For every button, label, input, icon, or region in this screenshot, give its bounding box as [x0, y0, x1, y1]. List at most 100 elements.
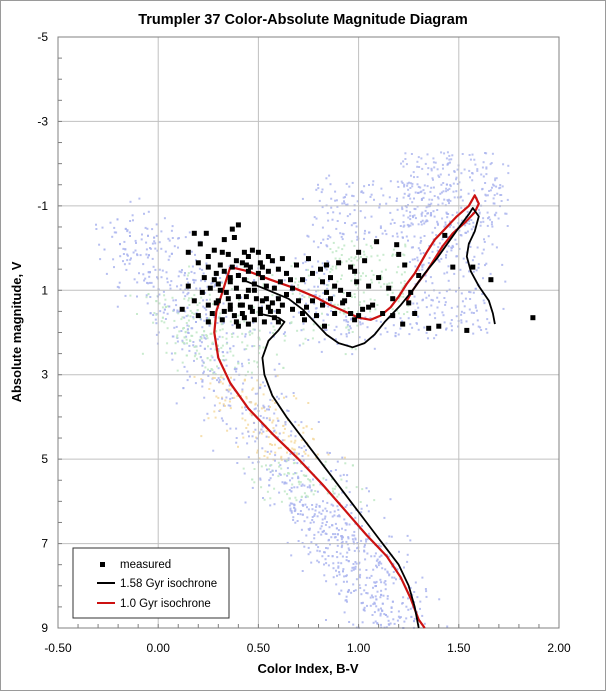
- density-dot: [345, 320, 348, 323]
- density-dot: [327, 305, 330, 308]
- density-dot: [354, 348, 357, 351]
- density-dot: [103, 248, 106, 251]
- density-dot: [394, 332, 397, 334]
- density-dot: [317, 246, 320, 249]
- density-dot: [116, 285, 119, 288]
- density-dot: [136, 253, 138, 256]
- density-dot: [437, 259, 440, 262]
- density-dot: [389, 180, 392, 183]
- density-dot: [315, 290, 318, 293]
- density-dot: [241, 417, 244, 420]
- density-dot: [327, 280, 330, 282]
- density-dot: [316, 515, 319, 518]
- density-dot: [431, 299, 434, 302]
- density-dot: [276, 417, 279, 420]
- density-dot: [219, 277, 222, 279]
- density-dot: [453, 196, 456, 199]
- density-dot: [245, 409, 248, 411]
- density-dot: [504, 280, 507, 283]
- density-dot: [321, 509, 324, 512]
- density-dot: [377, 564, 380, 567]
- density-dot: [448, 158, 451, 161]
- density-dot: [284, 421, 287, 423]
- density-dot: [280, 457, 283, 460]
- density-dot: [400, 180, 403, 183]
- density-dot: [313, 513, 316, 516]
- density-dot: [438, 260, 441, 263]
- density-dot: [326, 451, 329, 454]
- measured-point: [179, 306, 185, 312]
- density-dot: [195, 349, 198, 352]
- density-dot: [190, 270, 193, 273]
- density-dot: [302, 459, 305, 462]
- density-dot: [479, 224, 482, 227]
- density-dot: [434, 161, 437, 164]
- density-dot: [258, 345, 261, 348]
- density-dot: [174, 299, 177, 302]
- density-dot: [205, 262, 208, 265]
- density-dot: [334, 338, 337, 341]
- density-dot: [488, 216, 491, 219]
- density-dot: [390, 607, 393, 609]
- density-dot: [446, 216, 449, 219]
- density-dot: [482, 248, 485, 251]
- density-dot: [428, 294, 430, 297]
- density-dot: [331, 251, 334, 254]
- density-dot: [273, 368, 276, 371]
- density-dot: [419, 600, 422, 603]
- measured-point: [470, 264, 476, 270]
- density-dot: [218, 402, 221, 405]
- density-dot: [487, 235, 490, 238]
- density-dot: [253, 328, 256, 331]
- density-dot: [260, 432, 263, 435]
- density-dot: [265, 430, 268, 432]
- density-dot: [445, 183, 448, 186]
- density-dot: [326, 260, 329, 263]
- density-dot: [409, 218, 412, 221]
- density-dot: [493, 202, 496, 205]
- density-dot: [348, 329, 350, 332]
- density-dot: [274, 408, 277, 411]
- density-dot: [168, 255, 171, 258]
- density-dot: [188, 349, 191, 352]
- density-dot: [225, 315, 228, 318]
- density-dot: [297, 424, 300, 427]
- density-dot: [116, 218, 119, 221]
- density-dot: [485, 328, 488, 331]
- density-dot: [199, 339, 202, 342]
- density-dot: [315, 311, 318, 314]
- density-dot: [235, 437, 238, 439]
- density-dot: [452, 190, 455, 193]
- density-dot: [446, 189, 449, 192]
- density-dot: [436, 222, 439, 225]
- density-dot: [301, 455, 304, 458]
- density-dot: [300, 421, 303, 424]
- density-dot: [302, 431, 305, 434]
- density-dot: [336, 505, 339, 508]
- density-dot: [442, 190, 445, 193]
- density-dot: [243, 378, 246, 381]
- density-dot: [218, 379, 221, 381]
- density-dot: [421, 265, 424, 268]
- density-dot: [183, 336, 186, 339]
- density-dot: [138, 272, 140, 275]
- density-dot: [194, 279, 197, 282]
- density-dot: [450, 319, 453, 321]
- density-dot: [168, 239, 171, 242]
- density-dot: [315, 217, 318, 220]
- density-dot: [366, 538, 369, 541]
- density-dot: [279, 464, 282, 467]
- density-dot: [417, 156, 420, 159]
- density-dot: [413, 214, 416, 217]
- density-dot: [295, 472, 298, 475]
- isochrone-lines: [213, 194, 496, 629]
- density-dot: [402, 165, 405, 168]
- density-dot: [157, 331, 160, 334]
- density-dot: [184, 295, 187, 298]
- density-dot: [375, 580, 378, 583]
- density-dot: [334, 522, 337, 525]
- density-dot: [404, 158, 407, 160]
- density-dot: [129, 200, 132, 203]
- density-dot: [406, 182, 409, 185]
